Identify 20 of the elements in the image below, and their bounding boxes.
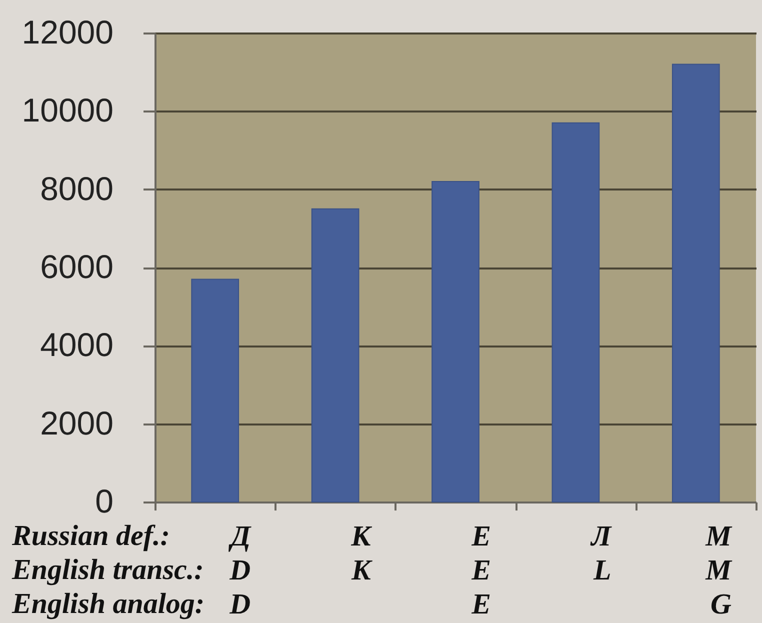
- bar: [552, 122, 600, 502]
- y-tick-label: 12000: [22, 14, 114, 50]
- text: English transc.:: [11, 554, 204, 586]
- y-tick-label: 8000: [40, 170, 114, 207]
- x-tick-label: Е E E: [470, 520, 491, 620]
- text: English analog:: [11, 588, 205, 620]
- x-tick-label: К K: [350, 520, 372, 586]
- x-tick-label: Л L: [590, 520, 612, 586]
- y-tick-label: 0: [95, 482, 114, 520]
- bar: [191, 278, 240, 502]
- y-tick-label: 4000: [40, 326, 114, 364]
- text: Russian def.:: [11, 520, 170, 552]
- y-tick-label: 10000: [22, 92, 114, 129]
- bar: [432, 181, 480, 502]
- x-tick-label: Д D D: [228, 520, 252, 620]
- y-tick-label: 2000: [40, 404, 114, 442]
- bar: [311, 208, 360, 502]
- x-tick-label: М M G: [704, 520, 733, 620]
- y-tick-label: 6000: [40, 248, 114, 285]
- bar: [672, 64, 720, 502]
